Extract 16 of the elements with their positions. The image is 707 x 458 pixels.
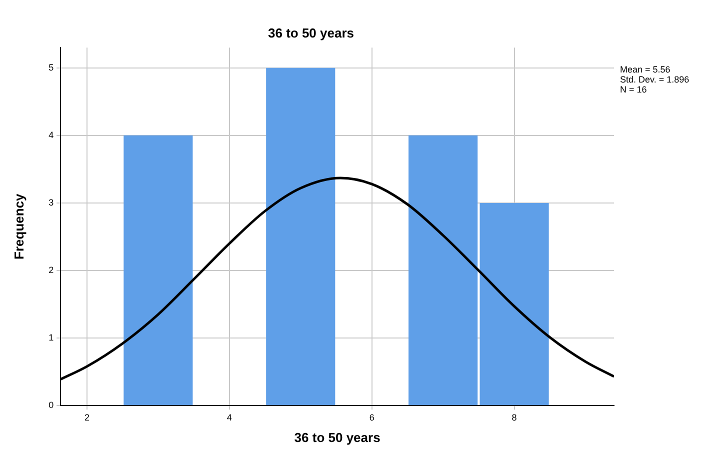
y-tick-label: 0 [48,400,54,410]
chart-title: 36 to 50 years [268,25,354,40]
text: Std. Dev. = 1.896 [620,74,690,85]
x-tick-label: 2 [84,412,90,422]
y-axis-title: Frequency [11,192,26,260]
y-tick-label: 4 [48,130,54,140]
x-axis-title: 36 to 50 years [294,430,380,445]
x-tick-label: 8 [512,412,517,422]
x-tick-label: 6 [369,412,374,422]
x-tick-label: 4 [226,412,232,422]
y-tick-label: 2 [48,264,54,275]
y-tick-label: 3 [48,197,54,208]
y-tick-label: 1 [48,332,54,343]
text: Mean = 5.56 [620,64,670,75]
text: N = 16 [620,84,647,95]
y-tick-label: 5 [48,62,54,72]
